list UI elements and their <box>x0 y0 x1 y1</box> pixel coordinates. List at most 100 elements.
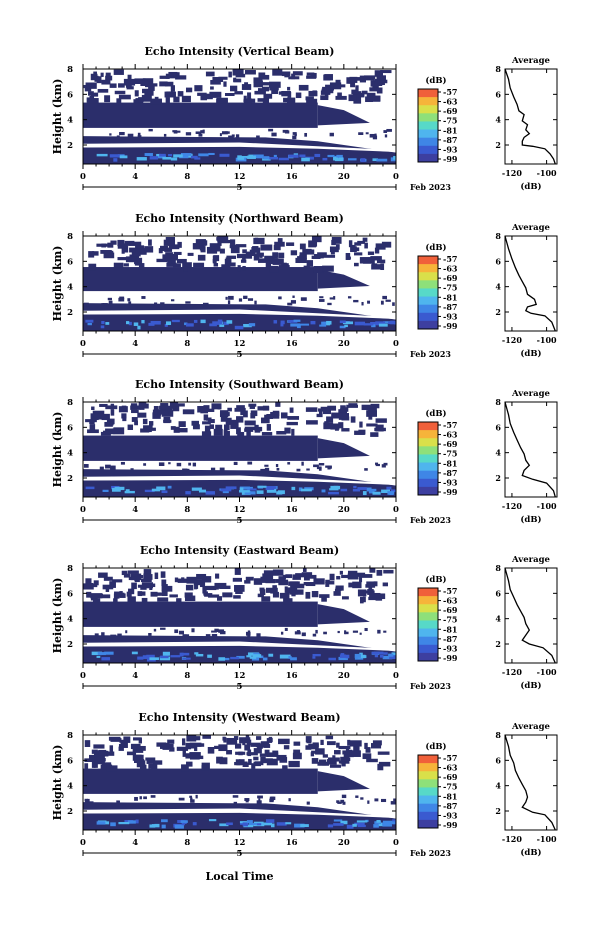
echo-cell <box>360 797 364 800</box>
colorbar-swatch <box>418 320 438 330</box>
echo-cell <box>100 72 104 77</box>
echo-cell <box>244 82 249 88</box>
echo-cell <box>196 243 200 249</box>
colorbar-swatch <box>418 771 438 780</box>
echo-cell <box>123 78 136 86</box>
echo-cell <box>220 416 228 422</box>
echo-cell <box>318 463 325 466</box>
echo-cell-bright <box>167 485 172 489</box>
echo-cell <box>378 761 391 767</box>
echo-cell <box>158 248 163 254</box>
echo-cell <box>113 69 124 75</box>
echo-cell <box>301 632 306 637</box>
x-tick-label: 4 <box>132 339 138 349</box>
echo-cell <box>242 249 247 254</box>
echo-cell <box>247 749 252 757</box>
echo-cell <box>232 795 239 798</box>
echo-cell-bright <box>319 324 327 327</box>
echo-cell <box>218 744 228 752</box>
profile-y-tick-label: 8 <box>495 397 501 407</box>
echo-cell-bright <box>198 153 209 157</box>
echo-cell <box>134 78 146 82</box>
echo-cell-bright <box>340 820 348 825</box>
colorbar-swatch <box>418 145 438 155</box>
colorbar-label: (dB) <box>425 75 446 86</box>
echo-cell <box>210 467 216 472</box>
echo-cell-bright <box>248 823 258 826</box>
x-tick-label: 0 <box>80 172 86 182</box>
echo-cell-bright <box>366 488 377 492</box>
echo-cell-bright <box>243 323 252 328</box>
echo-cell-bright <box>376 819 381 823</box>
echo-cell <box>250 410 258 417</box>
colorbar-tick-label: -75 <box>443 449 457 459</box>
echo-cell-bright <box>279 654 291 659</box>
echo-cell <box>216 756 223 764</box>
echo-cell <box>253 80 263 88</box>
echo-cell <box>187 252 194 256</box>
colorbar-tick-label: -57 <box>443 87 457 97</box>
echo-cell-bright <box>354 321 366 326</box>
echo-cell <box>350 246 357 253</box>
echo-cell <box>89 754 100 762</box>
echo-cell-bright <box>150 320 161 325</box>
colorbar-label: (dB) <box>425 408 446 419</box>
echo-cell-bright <box>236 655 245 659</box>
echo-cell <box>228 295 234 300</box>
echo-cell <box>288 76 300 80</box>
echo-cell-bright <box>371 651 378 655</box>
echo-cell <box>223 81 227 87</box>
echo-cell <box>276 430 287 435</box>
echo-cell <box>101 243 107 248</box>
echo-cell <box>190 752 200 760</box>
echo-cell <box>351 750 361 757</box>
echo-cell <box>287 91 292 98</box>
colorbar-swatch <box>418 462 438 472</box>
echo-cell-bright <box>371 324 376 328</box>
colorbar-tick-label: -87 <box>443 302 457 312</box>
echo-cell <box>376 259 386 264</box>
colorbar-swatch <box>418 304 438 314</box>
echo-cell <box>141 582 154 589</box>
colorbar-tick-label: -57 <box>443 420 457 430</box>
echo-cell <box>104 421 113 427</box>
echo-cell <box>357 91 362 95</box>
echo-cell <box>136 257 143 264</box>
echo-cell <box>153 760 163 765</box>
x-tick-label: 0 <box>80 505 86 515</box>
profile-line <box>504 734 556 831</box>
echo-cell-bright <box>382 655 393 660</box>
echo-cell <box>140 428 150 433</box>
echo-cell <box>348 582 354 588</box>
colorbar-swatch <box>418 588 438 597</box>
panel-0: Echo Intensity (Vertical Beam)2468Height… <box>51 45 558 193</box>
colorbar-tick-label: -87 <box>443 468 457 478</box>
echo-cell <box>195 131 202 135</box>
echo-cell-bright <box>239 821 249 824</box>
echo-cell-bright <box>262 657 268 661</box>
echo-cell <box>167 739 175 744</box>
profile-y-tick-label: 4 <box>495 448 501 458</box>
echo-cell <box>89 424 96 431</box>
colorbar-swatch <box>418 105 438 114</box>
cloud-layer-upper-tail <box>317 438 370 459</box>
profile-x-label: (dB) <box>520 181 541 192</box>
echo-cell <box>202 735 211 739</box>
echo-cell <box>381 464 386 468</box>
day-label: 5 <box>237 183 243 193</box>
echo-cell-bright <box>165 321 172 326</box>
echo-cell <box>174 629 179 634</box>
echo-cell <box>137 135 142 139</box>
echo-cell <box>326 741 336 746</box>
echo-cell-bright <box>299 323 310 326</box>
colorbar-tick-label: -81 <box>443 624 457 634</box>
echo-cell <box>335 95 347 100</box>
echo-cell-bright <box>290 323 301 327</box>
echo-cell <box>146 757 154 764</box>
echo-cell <box>281 71 291 77</box>
colorbar-tick-label: -63 <box>443 596 458 606</box>
colorbar-tick-label: -69 <box>443 106 458 116</box>
echo-cell-bright <box>161 824 166 829</box>
echo-cell <box>228 135 234 139</box>
echo-cell <box>295 573 307 578</box>
